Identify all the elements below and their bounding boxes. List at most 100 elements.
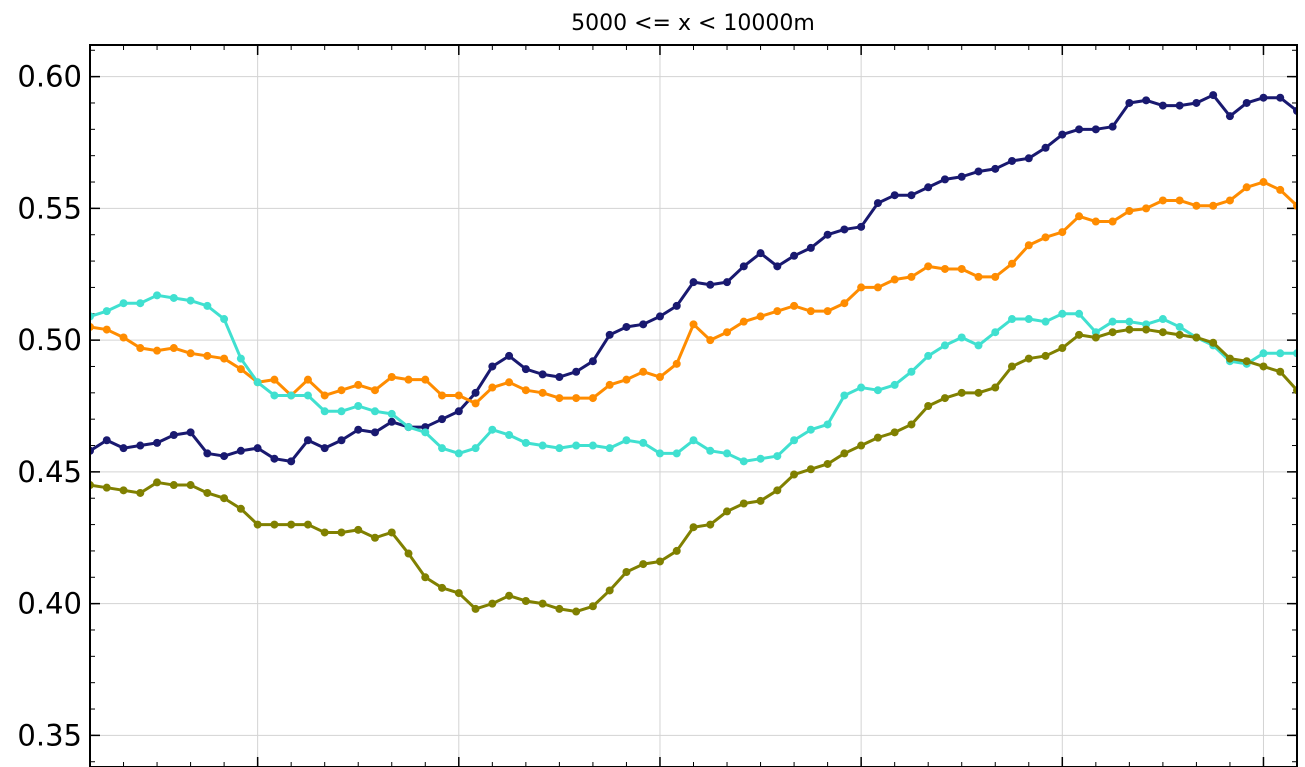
- plot-frame: [89, 44, 1298, 767]
- data-point: [572, 367, 581, 376]
- data-point: [169, 481, 178, 490]
- data-point: [102, 307, 111, 316]
- data-point: [354, 525, 363, 534]
- data-point: [1008, 156, 1017, 165]
- data-point: [756, 249, 765, 258]
- data-point: [940, 394, 949, 403]
- data-point: [220, 315, 229, 324]
- data-point: [220, 354, 229, 363]
- data-point: [1075, 125, 1084, 134]
- data-point: [454, 449, 463, 458]
- data-point: [303, 391, 312, 400]
- data-point: [505, 351, 514, 360]
- data-point: [588, 441, 597, 450]
- data-point: [840, 225, 849, 234]
- data-point: [873, 283, 882, 292]
- plot-border: [89, 44, 1298, 767]
- data-point: [605, 330, 614, 339]
- data-point: [974, 388, 983, 397]
- data-point: [739, 317, 748, 326]
- data-point: [773, 262, 782, 271]
- data-point: [706, 520, 715, 529]
- data-point: [924, 262, 933, 271]
- data-point: [521, 596, 530, 605]
- data-point: [1259, 93, 1268, 102]
- data-point: [471, 444, 480, 453]
- data-point: [1259, 362, 1268, 371]
- data-point: [706, 336, 715, 345]
- data-point: [957, 264, 966, 273]
- data-point: [1225, 112, 1234, 121]
- data-point: [1192, 98, 1201, 107]
- data-point: [1259, 349, 1268, 358]
- data-point: [471, 388, 480, 397]
- data-point: [220, 494, 229, 503]
- data-point: [622, 568, 631, 577]
- data-point: [438, 391, 447, 400]
- data-point: [1209, 338, 1218, 347]
- data-point: [320, 391, 329, 400]
- data-point: [538, 599, 547, 608]
- data-point: [706, 280, 715, 289]
- data-point: [454, 589, 463, 598]
- data-point: [1276, 349, 1285, 358]
- data-point: [924, 351, 933, 360]
- data-point: [1175, 330, 1184, 339]
- data-point: [119, 299, 128, 308]
- data-point: [823, 307, 832, 316]
- data-point: [991, 272, 1000, 281]
- data-point: [1242, 183, 1251, 192]
- data-point: [806, 465, 815, 474]
- data-point: [454, 391, 463, 400]
- data-point: [756, 312, 765, 321]
- data-point: [806, 425, 815, 434]
- data-point: [488, 362, 497, 371]
- data-point: [857, 441, 866, 450]
- data-point: [1225, 354, 1234, 363]
- data-point: [588, 602, 597, 611]
- y-tick-label: 0.35: [17, 718, 82, 752]
- axis-ticks: 0.60 0.55 0.50 0.45 0.40 0.35: [17, 45, 1298, 767]
- data-point: [1024, 354, 1033, 363]
- data-point: [354, 402, 363, 410]
- data-point: [655, 373, 664, 382]
- data-point: [957, 388, 966, 397]
- data-point: [940, 175, 949, 184]
- data-point: [153, 291, 162, 300]
- data-point: [505, 591, 514, 600]
- data-point: [1091, 217, 1100, 226]
- data-point: [253, 520, 262, 529]
- data-point: [1158, 315, 1167, 324]
- data-point: [1142, 325, 1151, 334]
- data-point: [354, 380, 363, 389]
- data-point: [605, 380, 614, 389]
- data-point: [1225, 196, 1234, 205]
- data-point: [236, 354, 245, 363]
- data-point: [1075, 330, 1084, 339]
- data-point: [974, 167, 983, 176]
- data-point: [1125, 207, 1134, 216]
- data-point: [1192, 333, 1201, 342]
- data-point: [857, 283, 866, 292]
- data-point: [454, 407, 463, 416]
- data-point: [723, 278, 732, 287]
- data-point: [1091, 125, 1100, 134]
- data-point: [1058, 344, 1067, 353]
- data-point: [1091, 333, 1100, 342]
- data-point: [605, 586, 614, 595]
- data-point: [672, 449, 681, 458]
- data-point: [1175, 322, 1184, 331]
- data-point: [220, 452, 229, 461]
- data-point: [890, 428, 899, 437]
- data-point: [1125, 98, 1134, 107]
- series-1: [90, 91, 1297, 466]
- data-point: [890, 275, 899, 284]
- data-point: [572, 441, 581, 450]
- data-point: [1108, 122, 1117, 131]
- data-point: [287, 520, 296, 529]
- data-point: [991, 383, 1000, 392]
- data-point: [337, 436, 346, 445]
- data-point: [857, 383, 866, 392]
- y-tick-label: 0.40: [17, 587, 82, 621]
- data-point: [203, 488, 212, 497]
